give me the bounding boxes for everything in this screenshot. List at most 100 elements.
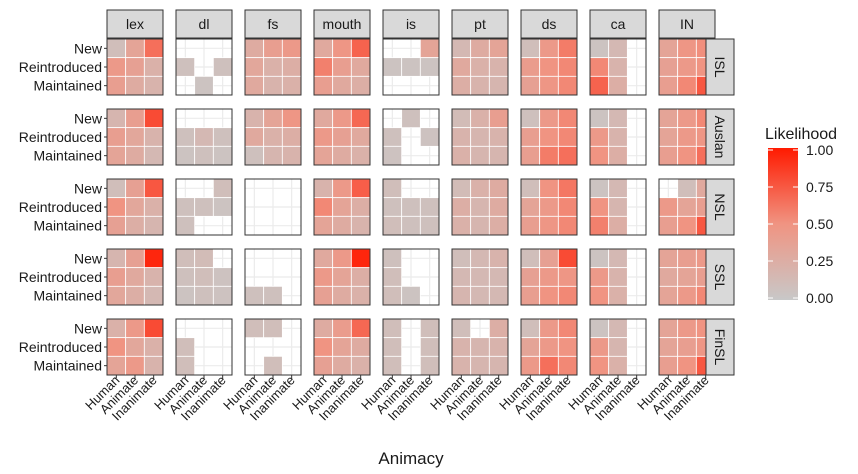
heatmap-cell [419,318,440,339]
heatmap-cell [401,108,421,129]
heatmap-cell [658,197,679,217]
heatmap-cell [589,248,610,269]
row-strip-label: FinSL [712,329,728,366]
facet-panel [106,38,164,96]
row-strip-label: ISL [712,56,728,77]
heatmap-cell [332,38,352,59]
heatmap-cell [125,215,145,236]
heatmap-cell [212,57,233,77]
heatmap-cell [557,145,578,166]
heatmap-cell [470,337,490,357]
heatmap-cell [470,267,490,287]
heatmap-cell [488,38,509,59]
heatmap-cell [143,197,164,217]
heatmap-cell [263,127,283,147]
heatmap-cell [677,215,697,236]
y-tick-label: Maintained [34,78,103,94]
heatmap-cell [520,108,541,129]
heatmap-cell [281,57,302,77]
column-strip-label: fs [268,16,279,32]
heatmap-cell [382,127,403,147]
heatmap-cell [175,337,196,357]
facet-panel [106,318,164,376]
heatmap-cell [125,248,145,269]
column-strip-label: is [406,16,416,32]
panel-border [589,248,647,306]
heatmap-cell [451,197,472,217]
row-strip-label: NSL [712,193,728,220]
heatmap-cell [488,337,509,357]
heatmap-cell [557,57,578,77]
panel-border [382,108,440,166]
heatmap-cell [488,57,509,77]
row-strip [705,178,735,236]
heatmap-cell [658,337,679,357]
heatmap-cell [263,38,283,59]
heatmap-cell [589,57,610,77]
heatmap-cell [332,267,352,287]
heatmap-cell [332,215,352,236]
heatmap-cell [313,248,334,269]
panel-border [313,38,371,96]
facet-panel [106,108,164,166]
heatmap-cell [106,337,127,357]
facet-panel [175,248,233,306]
column-strip [451,9,509,39]
heatmap-cell [332,57,352,77]
heatmap-cell [212,127,233,147]
y-tick-label: New [74,110,103,126]
heatmap-cell [281,145,302,166]
heatmap-cell [608,38,628,59]
heatmap-cell [281,75,302,96]
heatmap-cell [539,197,559,217]
heatmap-cell [332,197,352,217]
heatmap-cell [244,57,265,77]
heatmap-cell [125,355,145,376]
heatmap-cell [557,215,578,236]
heatmap-cell [451,127,472,147]
heatmap-cell [539,178,559,199]
heatmap-cell [332,108,352,129]
heatmap-cell [212,267,233,287]
heatmap-cell [313,285,334,306]
heatmap-cell [539,337,559,357]
facet-panel [382,318,440,376]
y-tick-label: Maintained [34,148,103,164]
x-axis-labels: HumanAnimateInanimateHumanAnimateInanima… [82,373,712,424]
heatmap-cell [658,318,679,339]
heatmap-cell [608,337,628,357]
heatmap-cell [194,197,214,217]
heatmap-cell [244,318,265,339]
heatmap-cell [332,285,352,306]
heatmap-cell [313,355,334,376]
heatmap-cell [658,267,679,287]
y-tick-label: Reintroduced [19,339,102,355]
y-tick-label: New [74,40,103,56]
heatmap-cell [608,57,628,77]
panel-border [382,178,440,236]
panel-border [382,38,440,96]
heatmap-cell [106,248,127,269]
y-tick-label: Maintained [34,288,103,304]
heatmap-cell [382,248,403,269]
legend-tick-label: 0.00 [806,290,833,306]
heatmap-cell [419,127,440,147]
heatmap-cell [263,57,283,77]
heatmap-cell [557,197,578,217]
heatmap-cell [520,215,541,236]
heatmap-cell [470,215,490,236]
facet-panel [520,318,578,376]
column-strip [589,9,647,39]
heatmap-cell [658,127,679,147]
column-strip [382,9,440,39]
heatmap-cell [589,75,610,96]
heatmap-cell [589,197,610,217]
heatmap-cell [677,75,697,96]
heatmap-cell [520,285,541,306]
heatmap-cell [677,38,697,59]
heatmap-cell [125,267,145,287]
facet-panel [589,318,647,376]
heatmap-cell [589,215,610,236]
heatmap-cell [419,215,440,236]
heatmap-cell [332,178,352,199]
